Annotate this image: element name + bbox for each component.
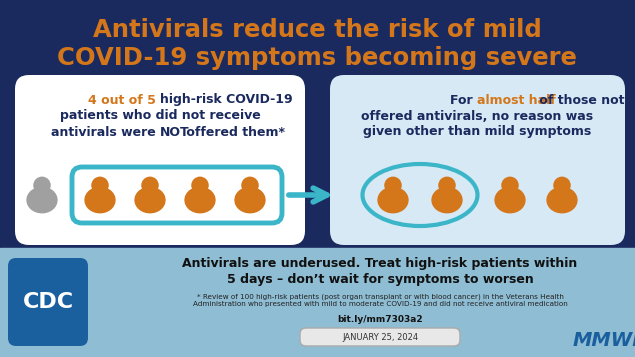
Text: patients who did not receive: patients who did not receive [60, 110, 260, 122]
FancyBboxPatch shape [300, 328, 460, 346]
Text: JANUARY 25, 2024: JANUARY 25, 2024 [342, 332, 418, 342]
Bar [0, 248, 635, 357]
Text: antivirals were: antivirals were [51, 126, 160, 139]
Text: COVID-19 symptoms becoming severe: COVID-19 symptoms becoming severe [57, 46, 577, 70]
Circle shape [92, 177, 108, 193]
Text: Antivirals are underused. Treat high-risk patients within: Antivirals are underused. Treat high-ris… [182, 257, 578, 271]
FancyBboxPatch shape [330, 75, 625, 245]
Text: bit.ly/mm7303a2: bit.ly/mm7303a2 [337, 316, 423, 325]
Circle shape [34, 177, 50, 193]
Text: * Review of 100 high-risk patients (post organ transplant or with blood cancer) : * Review of 100 high-risk patients (post… [192, 293, 568, 307]
Text: offered them*: offered them* [182, 126, 285, 139]
FancyBboxPatch shape [15, 75, 305, 245]
Ellipse shape [235, 187, 265, 213]
Circle shape [142, 177, 158, 193]
Ellipse shape [27, 187, 57, 213]
Text: offered antivirals, no reason was: offered antivirals, no reason was [361, 110, 593, 122]
Circle shape [554, 177, 570, 193]
Ellipse shape [135, 187, 165, 213]
Text: high-risk COVID-19: high-risk COVID-19 [160, 94, 293, 106]
Text: 5 days – don’t wait for symptoms to worsen: 5 days – don’t wait for symptoms to wors… [227, 272, 533, 286]
Text: MMWR: MMWR [572, 331, 635, 350]
Circle shape [502, 177, 518, 193]
Circle shape [385, 177, 401, 193]
Text: Antivirals reduce the risk of mild: Antivirals reduce the risk of mild [93, 18, 542, 42]
Text: given other than mild symptoms: given other than mild symptoms [363, 126, 591, 139]
Text: CDC: CDC [22, 292, 74, 312]
Text: almost half: almost half [477, 94, 556, 106]
Circle shape [192, 177, 208, 193]
Text: 4 out of 5: 4 out of 5 [88, 94, 160, 106]
Ellipse shape [547, 187, 577, 213]
Ellipse shape [495, 187, 525, 213]
Text: of those not: of those not [535, 94, 624, 106]
Ellipse shape [432, 187, 462, 213]
Circle shape [439, 177, 455, 193]
Ellipse shape [378, 187, 408, 213]
Ellipse shape [85, 187, 115, 213]
Circle shape [242, 177, 258, 193]
Ellipse shape [185, 187, 215, 213]
Text: For: For [450, 94, 477, 106]
Text: NOT: NOT [160, 126, 190, 139]
FancyBboxPatch shape [8, 258, 88, 346]
